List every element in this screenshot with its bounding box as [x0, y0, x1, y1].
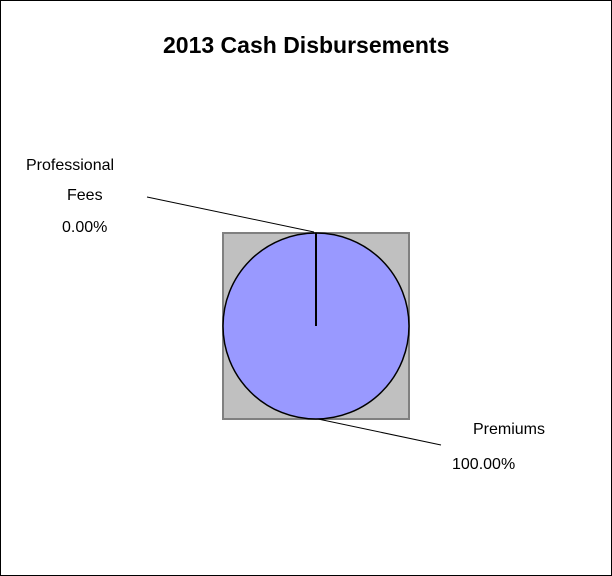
slice-value-professional-fees: 0.00%	[62, 219, 107, 236]
slice-label-professional-fees-line1: Professional	[26, 157, 114, 174]
leader-line-professional-fees	[146, 196, 315, 233]
leader-line-premiums	[317, 418, 442, 446]
slice-label-professional-fees-line2: Fees	[67, 187, 103, 204]
chart-title: 2013 Cash Disbursements	[163, 32, 449, 58]
slice-value-premiums: 100.00%	[452, 456, 515, 473]
slice-label-premiums: Premiums	[473, 421, 545, 438]
